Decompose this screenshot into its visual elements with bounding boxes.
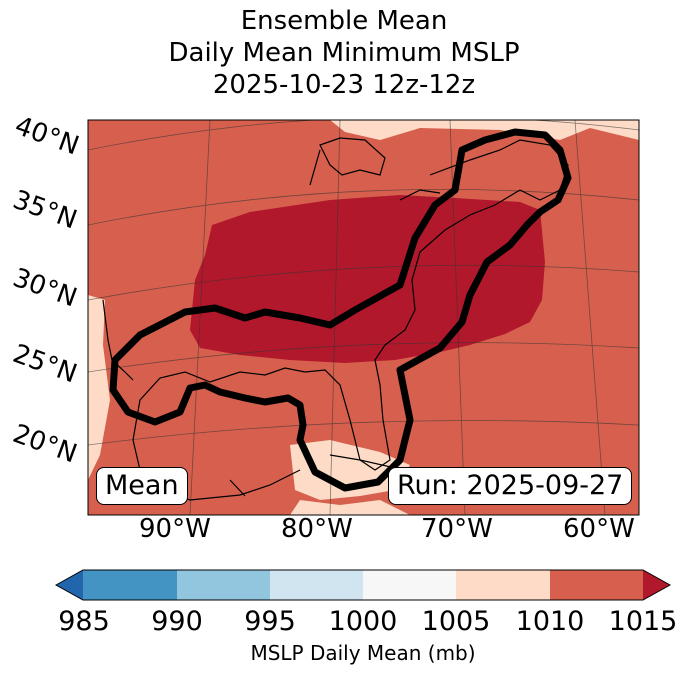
field-1005-1010-north xyxy=(330,120,639,140)
lon-label-60w: 60°W xyxy=(563,514,635,544)
colorbar-tick-990: 990 xyxy=(151,606,203,637)
probability-contour xyxy=(109,128,572,492)
colorbar-swatch-above xyxy=(643,570,670,600)
colorbar-tick-1010: 1010 xyxy=(515,606,585,637)
field-1005-1010-south-2 xyxy=(290,500,410,515)
colorbar-outline xyxy=(54,569,672,601)
lon-label-80w: 80°W xyxy=(281,514,353,544)
colorbar-tick-995: 995 xyxy=(244,606,296,637)
title-line-3: 2025-10-23 12z-12z xyxy=(212,70,476,100)
field-above-1015 xyxy=(190,195,545,363)
title-line-1: Ensemble Mean xyxy=(240,6,448,36)
colorbar-tick-1005: 1005 xyxy=(421,606,491,637)
colorbar-swatch-995-1000 xyxy=(270,570,363,600)
colorbar-tick-1015: 1015 xyxy=(608,606,678,637)
colorbar-tick-985: 985 xyxy=(58,606,110,637)
colorbar-swatch-990-995 xyxy=(177,570,270,600)
run-date-badge: Run: 2025-09-27 xyxy=(388,467,633,505)
colorbar xyxy=(54,569,672,601)
colorbar-swatch-985-990 xyxy=(83,570,177,600)
title-line-2: Daily Mean Minimum MSLP xyxy=(168,38,520,68)
lon-label-70w: 70°W xyxy=(421,514,493,544)
colorbar-swatch-1000-1005 xyxy=(363,570,456,600)
mean-badge: Mean xyxy=(96,467,188,505)
map-frame xyxy=(87,119,640,516)
colorbar-swatch-1010-1015 xyxy=(550,570,643,600)
colorbar-swatch-below xyxy=(56,570,83,600)
field-1005-1010-south xyxy=(290,440,410,500)
colorbar-swatch-1005-1010 xyxy=(456,570,550,600)
colorbar-tick-1000: 1000 xyxy=(328,606,398,637)
coastlines xyxy=(102,137,569,501)
lon-label-90w: 90°W xyxy=(139,514,211,544)
field-1005-1010-west xyxy=(88,295,110,480)
colorbar-label: MSLP Daily Mean (mb) xyxy=(250,641,476,665)
